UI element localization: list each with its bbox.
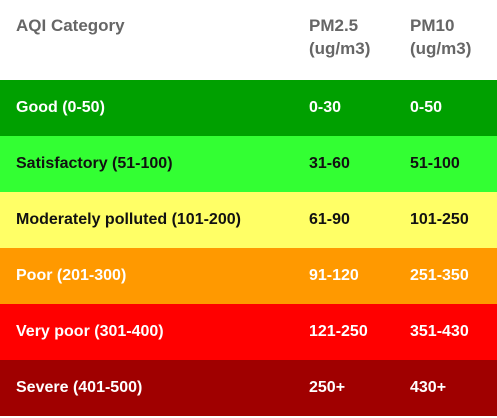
table-row: Good (0-50) 0-30 0-50 [0,80,497,136]
pm25-cell: 0-30 [309,98,342,116]
header-pm25: PM2.5 (ug/m3) [309,14,410,60]
category-cell: Satisfactory (51-100) [16,154,173,172]
category-cell: Moderately polluted (101-200) [16,210,241,228]
category-cell: Good (0-50) [16,98,105,116]
pm10-cell: 101-250 [410,210,469,228]
category-cell: Poor (201-300) [16,266,127,284]
table-row: Moderately polluted (101-200) 61-90 101-… [0,192,497,248]
header-category: AQI Category [16,16,125,35]
table-row: Poor (201-300) 91-120 251-350 [0,248,497,304]
header-pm25-label: PM2.5 [309,16,359,35]
pm10-cell: 351-430 [410,322,469,340]
pm25-cell: 250+ [309,378,346,396]
header-pm25-unit: (ug/m3) [309,39,371,58]
table-header: AQI Category PM2.5 (ug/m3) PM10 (ug/m3) [0,0,497,80]
pm25-cell: 31-60 [309,154,350,172]
category-cell: Severe (401-500) [16,378,143,396]
pm25-cell: 121-250 [309,322,368,340]
table-row: Severe (401-500) 250+ 430+ [0,360,497,416]
pm10-cell: 251-350 [410,266,469,284]
pm10-cell: 51-100 [410,154,460,172]
category-cell: Very poor (301-400) [16,322,164,340]
table-row: Satisfactory (51-100) 31-60 51-100 [0,136,497,192]
header-pm10-label: PM10 [410,16,455,35]
pm25-cell: 61-90 [309,210,350,228]
pm10-cell: 0-50 [410,98,443,116]
pm10-cell: 430+ [410,378,447,396]
pm25-cell: 91-120 [309,266,359,284]
header-pm10: PM10 (ug/m3) [410,14,497,60]
table-row: Very poor (301-400) 121-250 351-430 [0,304,497,360]
header-pm10-unit: (ug/m3) [410,39,472,58]
